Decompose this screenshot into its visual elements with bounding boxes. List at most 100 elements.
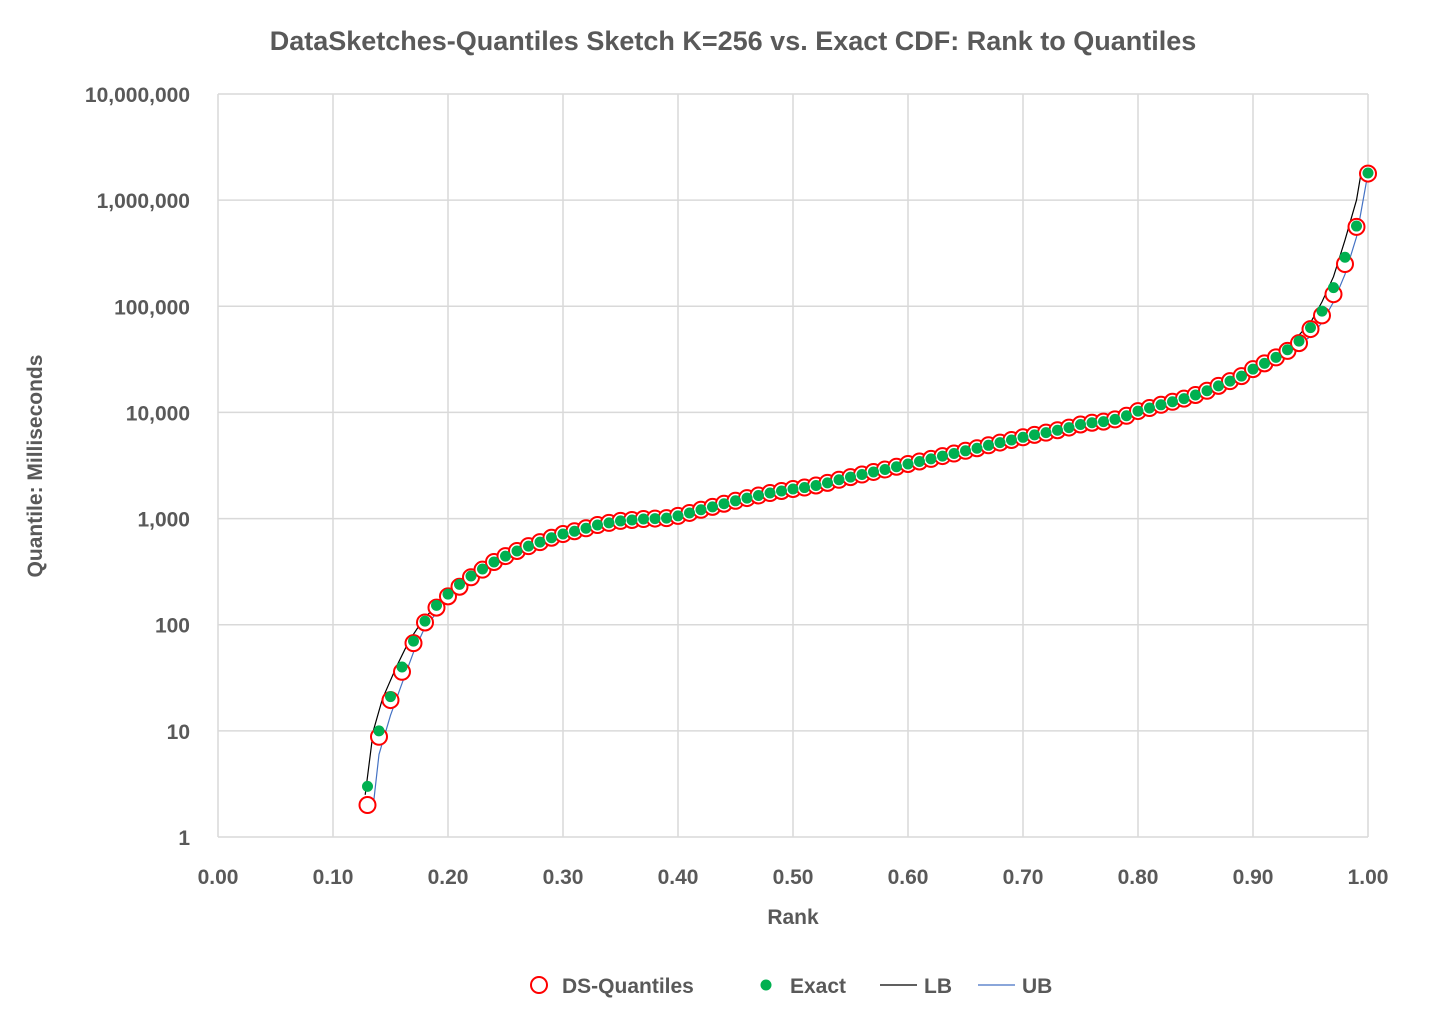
ub-line (372, 172, 1369, 806)
exact-point (1316, 305, 1328, 317)
exact-point (856, 469, 868, 481)
x-tick-label: 0.50 (773, 866, 814, 889)
exact-point (419, 615, 431, 627)
exact-point (1190, 389, 1201, 401)
exact-point (534, 536, 546, 548)
exact-point (822, 477, 833, 489)
exact-point (925, 453, 937, 465)
legend-item-exact[interactable]: Exact (760, 975, 847, 998)
exact-point (1086, 417, 1098, 429)
exact-point (1339, 251, 1351, 263)
legend-exact-marker (760, 979, 772, 991)
exact-point (891, 461, 902, 473)
exact-point (983, 439, 994, 451)
ds-quantiles-point (358, 796, 377, 815)
exact-point (1270, 351, 1282, 363)
exact-point (557, 528, 569, 540)
exact-point (672, 510, 684, 522)
y-tick-label: 1 (178, 827, 190, 850)
exact-point (385, 691, 396, 703)
x-tick-label: 0.10 (313, 866, 354, 889)
exact-point (1259, 357, 1270, 369)
exact-point (638, 513, 649, 525)
exact-point (1155, 399, 1167, 411)
x-tick-labels: 0.00 0.10 0.20 0.30 0.40 0.50 0.60 0.70 0.80 0.90… (198, 866, 1389, 889)
exact-point (845, 471, 856, 483)
exact-point (971, 442, 983, 454)
chart-title: DataSketches-Quantiles Sketch K=256 vs. … (270, 26, 1197, 56)
series-lines (364, 172, 1369, 806)
exact-point (408, 635, 419, 647)
exact-point (960, 445, 971, 457)
exact-point (500, 550, 511, 562)
exact-point (396, 661, 408, 673)
exact-point (1063, 422, 1075, 434)
exact-point (1224, 375, 1236, 387)
exact-point (741, 492, 753, 504)
exact-point (465, 570, 477, 582)
exact-point (523, 540, 534, 552)
exact-point (994, 437, 1006, 449)
lb-line (364, 172, 1362, 795)
exact-point (1293, 335, 1305, 347)
exact-point (764, 487, 776, 499)
exact-point (580, 522, 592, 534)
x-tick-label: 0.00 (198, 866, 239, 889)
exact-point (787, 483, 799, 495)
legend-ub-label: UB (1022, 975, 1052, 998)
exact-point (1075, 418, 1086, 430)
exact-point (707, 501, 718, 513)
exact-point (1098, 416, 1109, 428)
exact-point (1052, 424, 1063, 436)
y-tick-label: 1,000 (137, 509, 190, 532)
exact-point (1201, 385, 1213, 397)
legend: DS-Quantiles Exact LB UB (530, 975, 1052, 998)
exact-point (1351, 220, 1362, 232)
exact-point (1029, 429, 1040, 441)
exact-point (1328, 282, 1339, 294)
exact-point (615, 515, 626, 527)
grid (217, 93, 1369, 838)
y-tick-label: 100 (155, 615, 190, 638)
legend-item-lb[interactable]: LB (880, 975, 952, 998)
exact-point (1247, 363, 1259, 375)
exact-point (833, 474, 845, 486)
exact-point (1305, 322, 1316, 334)
exact-point (1362, 167, 1374, 179)
exact-point (649, 513, 661, 525)
legend-lb-label: LB (924, 975, 952, 998)
exact-point (454, 578, 465, 590)
exact-point (362, 780, 373, 792)
y-tick-label: 10,000 (126, 402, 190, 425)
x-tick-label: 0.80 (1118, 866, 1159, 889)
legend-item-ds-quantiles[interactable]: DS-Quantiles (530, 975, 694, 998)
exact-point (1167, 396, 1178, 408)
exact-point (511, 545, 523, 557)
exact-point (730, 495, 741, 507)
exact-point (695, 504, 707, 516)
exact-point (592, 519, 603, 531)
exact-point (626, 514, 638, 526)
y-tick-label: 1,000,000 (97, 190, 190, 213)
x-tick-label: 0.30 (543, 866, 584, 889)
exact-point (1178, 393, 1190, 405)
exact-point (776, 485, 787, 497)
y-tick-label: 10,000,000 (85, 84, 190, 107)
series-markers (358, 164, 1377, 815)
exact-point (1213, 380, 1224, 392)
y-tick-labels: 1 10 100 1,000 10,000 100,000 1,000,000 10,000,… (85, 84, 190, 850)
x-tick-label: 0.60 (888, 866, 929, 889)
exact-point (868, 466, 879, 478)
x-tick-label: 1.00 (1348, 866, 1389, 889)
exact-point (569, 525, 580, 537)
exact-point (937, 450, 948, 462)
exact-point (603, 517, 615, 529)
x-tick-label: 0.20 (428, 866, 469, 889)
exact-point (1006, 434, 1017, 446)
y-tick-label: 100,000 (114, 296, 190, 319)
legend-exact-label: Exact (790, 975, 846, 998)
x-axis-title: Rank (767, 906, 819, 929)
exact-point (879, 463, 891, 475)
legend-item-ub[interactable]: UB (978, 975, 1052, 998)
